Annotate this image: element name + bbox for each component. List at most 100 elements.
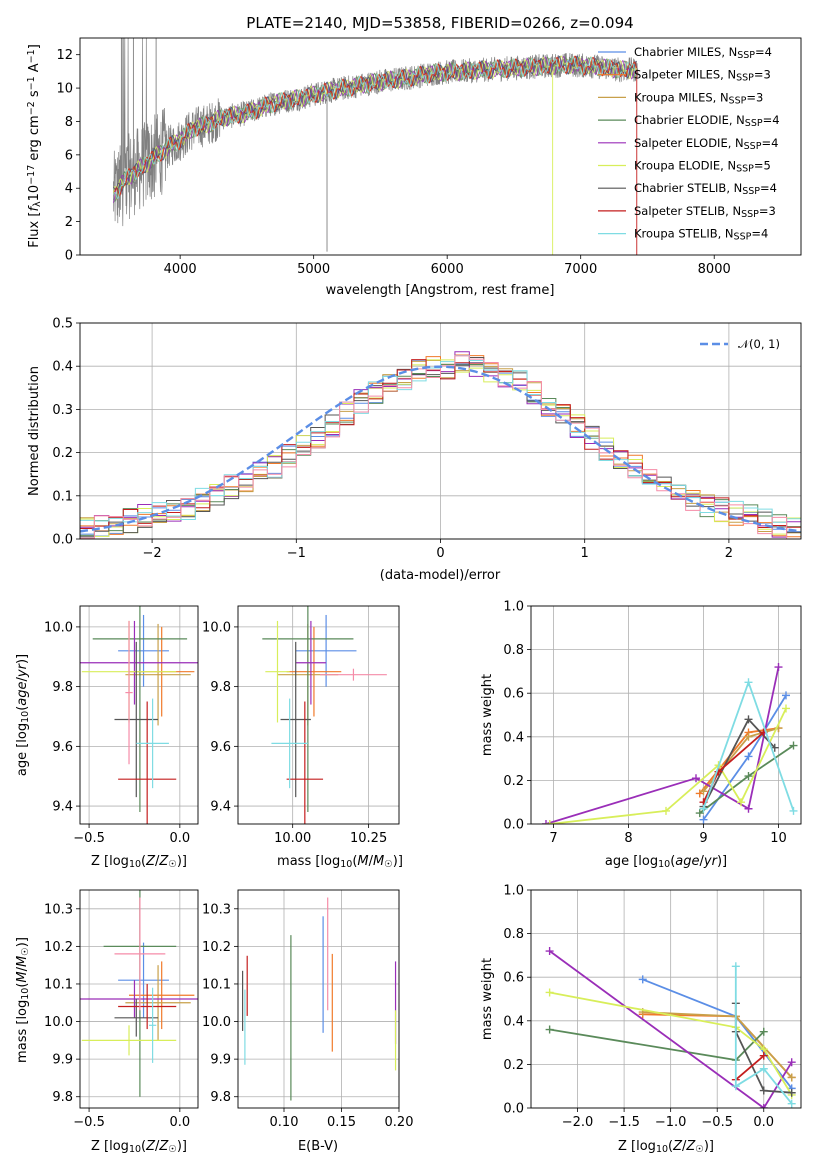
y-tick-label: 0.8: [503, 927, 524, 942]
y-tick-label: 0.1: [52, 489, 73, 504]
y-tick-label: 0.2: [52, 446, 73, 461]
legend-label: Kroupa ELODIE, NSSP=5: [634, 159, 771, 175]
weight-marker: [787, 1088, 796, 1097]
y-tick-label: 10.1: [44, 977, 73, 992]
x-tick-label: 0.10: [270, 1115, 299, 1130]
x-tick-label: 2: [725, 546, 733, 561]
y-tick-label: 10.2: [44, 940, 73, 955]
x-axis-label: (data-model)/error: [380, 568, 501, 583]
mass-vs-z-axes: −0.5 0.0 9.8 9.9 10.0 10.1 10.2 10.3 Z [log10(Z/…: [15, 889, 199, 1155]
plot-area: [262, 606, 387, 824]
x-tick-label: −0.5: [701, 1115, 733, 1130]
y-tick-label: 10.3: [202, 902, 231, 917]
axes-frame: [530, 889, 802, 1109]
weight-marker: [692, 774, 700, 783]
weight-line-chabrier-elodie: [549, 1028, 765, 1061]
y-tick-label: 10.1: [202, 977, 231, 992]
axes-frame: [79, 37, 802, 256]
weight-vs-age-axes: 7 8 9 10 0.0 0.2 0.4 0.6 0.8 1.0 age [log10(age/yr…: [480, 600, 802, 870]
weight-marker: [787, 1058, 796, 1067]
weight-marker: [744, 772, 753, 781]
x-tick-label: 1: [581, 546, 589, 561]
weight-marker: [662, 806, 670, 815]
weight-marker: [731, 1082, 740, 1091]
y-tick-label: 10.0: [202, 620, 231, 635]
x-tick-label: 0.0: [170, 1115, 191, 1130]
x-tick-label: 7000: [564, 262, 597, 277]
y-tick-label: 0.0: [503, 1102, 524, 1117]
weight-line-kroupa-elodie: [549, 991, 793, 1096]
x-tick-label: −1.0: [655, 1115, 687, 1130]
x-tick-label: 7: [549, 831, 557, 846]
legend-label: Salpeter ELODIE, NSSP=4: [634, 136, 778, 152]
y-tick-label: 2: [65, 215, 73, 230]
x-tick-label: 0: [436, 546, 444, 561]
axes-frame: [79, 605, 199, 825]
x-tick-label: 0.15: [327, 1115, 356, 1130]
y-tick-label: 9.8: [52, 680, 73, 695]
y-axis-label: mass weight: [480, 674, 495, 756]
x-axis-label: E(B-V): [298, 1139, 338, 1154]
model-spectrum-chabrier-stelib: [113, 55, 637, 192]
x-tick-label: 4000: [164, 262, 197, 277]
weight-marker: [759, 1064, 768, 1073]
y-tick-label: 9.9: [210, 1053, 231, 1068]
x-tick-label: 10: [770, 831, 787, 846]
mass-vs-ebv-axes: 0.10 0.15 0.20 9.8 9.9 10.0 10.1 10.2 10.3 E(B-V): [202, 889, 413, 1154]
weight-marker: [737, 798, 745, 807]
weight-marker: [731, 962, 740, 971]
age-vs-z-axes: −0.5 0.0 9.4 9.6 9.8 10.0 Z [log10(Z/Z☉)] age […: [15, 605, 199, 870]
y-tick-label: 9.4: [210, 800, 231, 815]
y-tick-label: 9.9: [52, 1053, 73, 1068]
weight-marker: [542, 820, 550, 824]
legend-label: Salpeter STELIB, NSSP=3: [634, 204, 776, 220]
axes-frame: [79, 889, 199, 1109]
y-tick-label: 9.8: [52, 1090, 73, 1105]
x-tick-label: −1: [287, 546, 306, 561]
legend-label: Chabrier ELODIE, NSSP=4: [634, 113, 780, 129]
weight-marker: [759, 1027, 768, 1036]
axes-frame: [237, 605, 400, 825]
weight-marker: [759, 1051, 768, 1060]
plot-area: [542, 663, 798, 824]
y-tick-label: 0.4: [52, 360, 73, 375]
y-tick-label: 0.0: [503, 818, 524, 833]
axes-frame: [530, 605, 802, 825]
weight-vs-z-axes: −2.0 −1.5 −1.0 −0.5 0.0 0.0 0.2 0.4 0.6 0.8 1.0 Z […: [480, 884, 802, 1155]
y-tick-label: 10: [56, 82, 73, 97]
weight-marker: [699, 815, 708, 824]
weight-marker: [699, 787, 708, 796]
weight-marker: [759, 1104, 768, 1108]
legend-label: 𝒩(0, 1): [738, 337, 780, 351]
y-axis-label: mass weight: [480, 958, 495, 1040]
y-tick-label: 12: [56, 48, 73, 63]
x-tick-label: −0.5: [73, 831, 105, 846]
plot-area: [80, 606, 198, 824]
weight-marker: [744, 804, 753, 813]
weight-marker: [759, 1086, 768, 1095]
y-tick-label: 0.4: [503, 1014, 524, 1029]
model-spectrum-kroupa-miles: [113, 56, 637, 200]
y-axis-label: age [log10(age/yr)]: [15, 654, 31, 776]
weight-marker: [744, 732, 753, 741]
y-axis-label: Flux [fλ10−17 erg cm−2 s−1 A−1]: [26, 44, 43, 248]
y-tick-label: 4: [65, 182, 73, 197]
y-tick-label: 10.2: [202, 940, 231, 955]
x-tick-label: 9: [699, 831, 707, 846]
x-axis-label: Z [log10(Z/Z☉)]: [91, 1139, 187, 1155]
y-tick-label: 0.4: [503, 730, 524, 745]
x-axis-label: Z [log10(Z/Z☉)]: [618, 1139, 714, 1155]
weight-marker: [787, 1099, 796, 1108]
x-tick-label: 5000: [297, 262, 330, 277]
x-axis-label: wavelength [Angstrom, rest frame]: [326, 283, 555, 298]
normal-curve: [80, 365, 799, 533]
weight-marker: [782, 691, 790, 700]
legend-label: Salpeter MILES, NSSP=3: [634, 68, 771, 84]
x-tick-label: −1.5: [608, 1115, 640, 1130]
weight-marker: [744, 678, 753, 687]
age-vs-mass-axes: 10.00 10.25 9.4 9.6 9.8 10.0 mass [log10(M/M☉)…: [202, 605, 403, 870]
x-axis-label: mass [log10(M/M☉)]: [277, 854, 403, 870]
x-tick-label: 8: [624, 831, 632, 846]
y-tick-label: 0.0: [52, 533, 73, 548]
